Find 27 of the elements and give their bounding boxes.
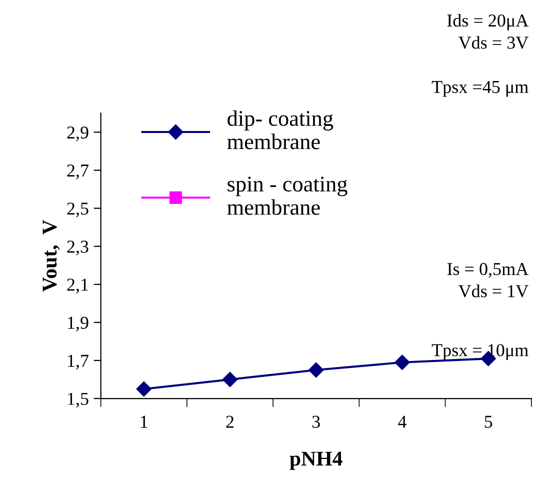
x-axis-title: pNH4 <box>290 452 342 470</box>
y-tick-label: 2,1 <box>67 278 88 294</box>
y-tick-label: 1,7 <box>68 354 88 370</box>
legend-label: spin - coating membrane <box>227 176 348 215</box>
x-tick-label: 3 <box>312 416 320 428</box>
y-tick-label: 1,5 <box>68 392 88 408</box>
point <box>394 354 410 370</box>
x-tick-label: 2 <box>226 416 234 428</box>
point <box>136 381 152 397</box>
point <box>308 362 324 378</box>
point <box>222 372 238 388</box>
y-tick-label: 2,5 <box>67 202 88 218</box>
legend-label: dip- coating membrane <box>227 110 334 150</box>
y-tick-label: 2,3 <box>67 240 88 256</box>
text: Ids = 20μA <box>447 14 529 30</box>
x-tick-label: 4 <box>398 416 406 428</box>
y-axis-title: Vout, V <box>42 220 60 292</box>
text: Tpsx =45 μm <box>432 81 528 97</box>
y-tick-label: 2,9 <box>67 126 88 142</box>
annotation: Tpsx = 10μm <box>432 344 528 360</box>
y-tick-label: 1,9 <box>68 316 88 332</box>
annotation: Vds = 1V <box>458 284 528 298</box>
y-tick-label: 2,7 <box>67 164 88 180</box>
x-tick-label: 1 <box>140 416 148 428</box>
annotation: Is = 0,5mA <box>447 262 529 278</box>
text: Vds = 3V <box>458 36 528 49</box>
x-tick-label: 5 <box>484 416 492 428</box>
